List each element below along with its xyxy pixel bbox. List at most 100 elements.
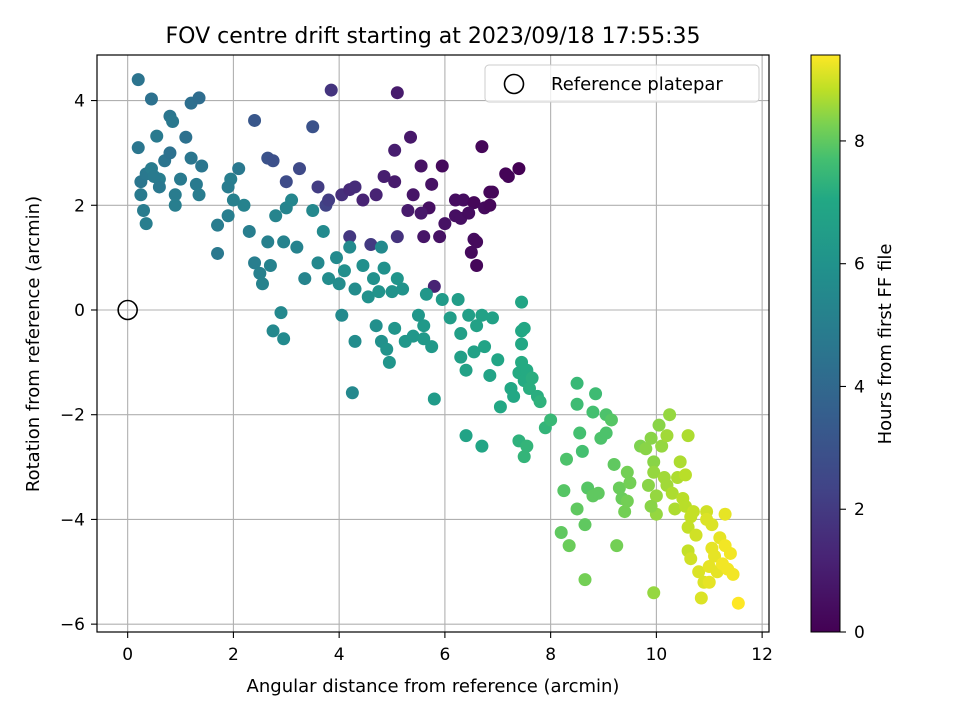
- data-point: [192, 91, 206, 105]
- data-point: [211, 218, 225, 232]
- data-point: [485, 185, 499, 199]
- data-point: [464, 245, 478, 259]
- data-point: [316, 224, 330, 238]
- data-point: [390, 272, 404, 286]
- data-point: [337, 264, 351, 278]
- colorbar-label: Hours from first FF file: [875, 244, 896, 445]
- reference-platepar-marker: [117, 299, 138, 321]
- data-point: [139, 217, 153, 231]
- data-point: [470, 235, 484, 249]
- data-point: [377, 169, 391, 183]
- data-point: [343, 240, 357, 254]
- data-point: [652, 418, 666, 432]
- data-point: [520, 439, 534, 453]
- data-point: [390, 86, 404, 100]
- data-point: [649, 489, 663, 503]
- x-axis-ticks: 0 2 4 6 8 10 12: [122, 632, 773, 665]
- data-point: [512, 162, 526, 176]
- data-point: [623, 476, 637, 490]
- data-point: [348, 180, 362, 194]
- data-point: [221, 180, 235, 194]
- data-point: [620, 465, 634, 479]
- data-point: [306, 204, 320, 218]
- data-point: [586, 405, 600, 419]
- data-point: [557, 484, 571, 498]
- data-point: [211, 246, 225, 260]
- data-point: [152, 180, 166, 194]
- data-point: [475, 140, 489, 154]
- data-point: [647, 465, 661, 479]
- data-point: [700, 512, 714, 526]
- y-axis-label: Rotation from reference (arcmin): [23, 196, 44, 492]
- data-point: [684, 552, 698, 566]
- legend-box: [484, 64, 760, 103]
- data-point: [266, 154, 280, 168]
- data-point: [655, 439, 669, 453]
- data-point: [277, 235, 291, 249]
- data-point: [470, 258, 484, 272]
- data-point: [332, 277, 346, 291]
- data-point: [485, 311, 499, 325]
- data-point: [248, 113, 262, 127]
- data-point: [470, 319, 484, 333]
- data-point: [435, 159, 449, 173]
- data-point: [266, 324, 280, 338]
- data-point: [517, 321, 531, 335]
- data-point: [467, 345, 481, 359]
- data-point: [253, 266, 267, 280]
- data-point: [131, 73, 145, 87]
- x-axis-label: Angular distance from reference (arcmin): [247, 676, 620, 697]
- data-point: [406, 188, 420, 202]
- data-point: [292, 162, 306, 176]
- data-point: [298, 272, 312, 286]
- data-point: [137, 204, 151, 218]
- data-point: [425, 177, 439, 191]
- data-point: [279, 175, 293, 189]
- data-point: [475, 439, 489, 453]
- data-point: [427, 392, 441, 406]
- data-point: [665, 486, 679, 500]
- data-point: [647, 455, 661, 469]
- x-tick-label: 0: [122, 645, 133, 665]
- data-point: [419, 287, 433, 301]
- data-point: [478, 340, 492, 354]
- data-point: [589, 387, 603, 401]
- data-point: [462, 308, 476, 322]
- legend-marker-icon: [503, 73, 525, 95]
- data-point: [261, 235, 275, 249]
- data-point: [311, 180, 325, 194]
- data-point: [694, 591, 708, 605]
- data-point: [425, 340, 439, 354]
- data-point: [454, 327, 468, 341]
- data-point: [467, 196, 481, 210]
- data-point: [491, 353, 505, 367]
- data-point: [673, 455, 687, 469]
- data-point: [232, 162, 246, 176]
- data-point: [427, 279, 441, 293]
- data-point: [163, 146, 177, 160]
- data-point: [255, 277, 269, 291]
- data-point: [242, 224, 256, 238]
- data-point: [374, 240, 388, 254]
- x-tick-label: 12: [751, 645, 773, 665]
- data-point: [168, 198, 182, 212]
- data-point: [144, 92, 158, 106]
- data-point: [369, 188, 383, 202]
- data-point: [433, 230, 447, 244]
- data-point: [372, 285, 386, 299]
- data-point: [663, 408, 677, 422]
- data-point: [454, 350, 468, 364]
- data-point: [179, 130, 193, 144]
- data-point: [435, 293, 449, 307]
- data-point: [578, 573, 592, 587]
- data-point: [184, 151, 198, 165]
- data-point: [438, 217, 452, 231]
- data-point: [406, 329, 420, 343]
- y-tick-label: 4: [74, 92, 85, 112]
- data-point: [192, 188, 206, 202]
- data-point: [189, 177, 203, 191]
- data-point: [570, 502, 584, 516]
- data-point: [356, 193, 370, 207]
- data-point: [269, 209, 283, 223]
